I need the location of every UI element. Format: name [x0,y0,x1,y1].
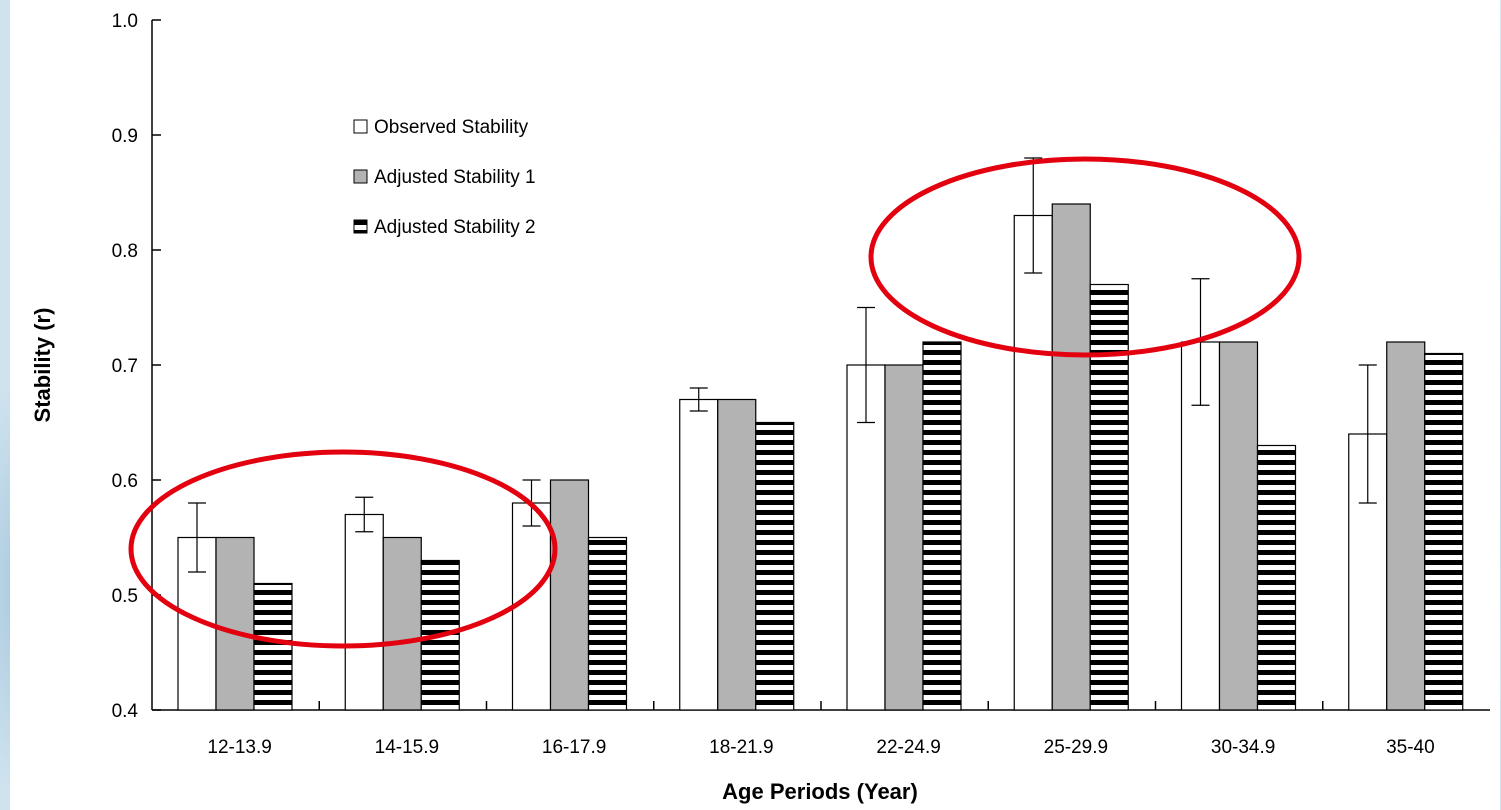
legend-label: Observed Stability [374,117,529,138]
legend-swatch [354,170,367,183]
y-tick-label: 0.9 [112,126,138,147]
y-tick-label: 0.8 [112,241,138,262]
y-tick-label: 0.6 [112,471,138,492]
y-tick-label: 1.0 [112,11,138,32]
y-tick-label: 0.5 [112,586,138,607]
x-tick-label: 14-15.9 [375,737,439,758]
bar-adjusted-stability-1-18-21.9 [718,400,756,711]
x-tick-label: 22-24.9 [876,737,940,758]
bar-adjusted-stability-2-25-29.9 [1090,285,1128,711]
bars [178,158,1463,710]
x-tick-label: 35-40 [1386,737,1435,758]
x-tick-label: 30-34.9 [1211,737,1275,758]
bar-adjusted-stability-1-30-34.9 [1220,342,1258,710]
bar-adjusted-stability-2-12-13.9 [254,584,292,711]
y-tick-label: 0.7 [112,356,138,377]
legend-label: Adjusted Stability 2 [374,217,536,238]
bar-adjusted-stability-2-22-24.9 [923,342,961,710]
bar-adjusted-stability-2-35-40 [1425,354,1463,711]
bar-adjusted-stability-2-18-21.9 [756,423,794,711]
y-tick-label: 0.4 [112,701,139,722]
legend-label: Adjusted Stability 1 [374,167,536,188]
legend-swatch [354,220,367,233]
legend: Observed Stability Adjusted Stability 1 Ad… [354,117,536,238]
bar-adjusted-stability-2-16-17.9 [589,538,627,711]
x-tick-label: 12-13.9 [207,737,271,758]
bar-observed-stability-14-15.9 [345,515,383,711]
bar-adjusted-stability-2-30-34.9 [1258,446,1296,711]
bar-adjusted-stability-1-25-29.9 [1052,204,1090,710]
x-tick-label: 25-29.9 [1044,737,1108,758]
bar-adjusted-stability-1-22-24.9 [885,365,923,710]
bar-adjusted-stability-1-16-17.9 [551,480,589,710]
bar-observed-stability-18-21.9 [680,400,718,711]
x-axis-title: Age Periods (Year) [722,779,918,804]
legend-swatch [354,120,367,133]
x-tick-label: 16-17.9 [542,737,606,758]
x-tick-label: 18-21.9 [709,737,773,758]
bar-adjusted-stability-1-12-13.9 [216,538,254,711]
bar-observed-stability-25-29.9 [1014,216,1052,711]
bar-adjusted-stability-1-14-15.9 [383,538,421,711]
bar-adjusted-stability-1-35-40 [1387,342,1425,710]
y-axis-title: Stability (r) [30,308,55,423]
